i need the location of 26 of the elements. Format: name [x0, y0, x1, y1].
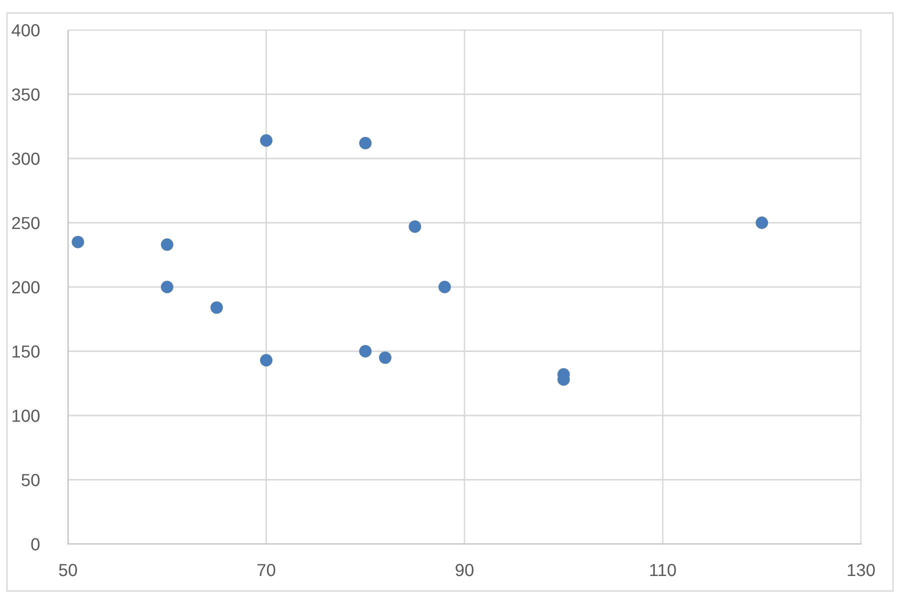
x-tick-label: 110: [650, 564, 676, 576]
point: [359, 345, 372, 358]
point: [408, 220, 422, 233]
point: [72, 236, 84, 248]
y-tick-label: 150: [12, 345, 40, 358]
y-tick-label: 400: [12, 24, 40, 36]
y-tick-label: 50: [22, 474, 40, 486]
y-tick-label: 350: [12, 88, 40, 101]
x-tick-label: 50: [59, 564, 77, 576]
y-tick-label: 200: [12, 281, 40, 294]
y-tick-label: 0: [31, 538, 40, 550]
x-tick-label: 130: [848, 564, 875, 576]
y-tick-label: 100: [12, 410, 40, 422]
y-tick-label: 300: [12, 152, 40, 165]
point: [359, 136, 372, 150]
x-tick-label: 90: [456, 564, 474, 576]
point: [378, 351, 392, 364]
point: [756, 216, 768, 229]
point: [260, 134, 272, 147]
point: [260, 354, 272, 366]
point: [210, 301, 223, 314]
point: [160, 238, 174, 251]
point: [160, 280, 174, 294]
y-tick-label: 250: [12, 216, 40, 230]
point: [438, 280, 451, 294]
x-tick-label: 70: [257, 564, 276, 576]
